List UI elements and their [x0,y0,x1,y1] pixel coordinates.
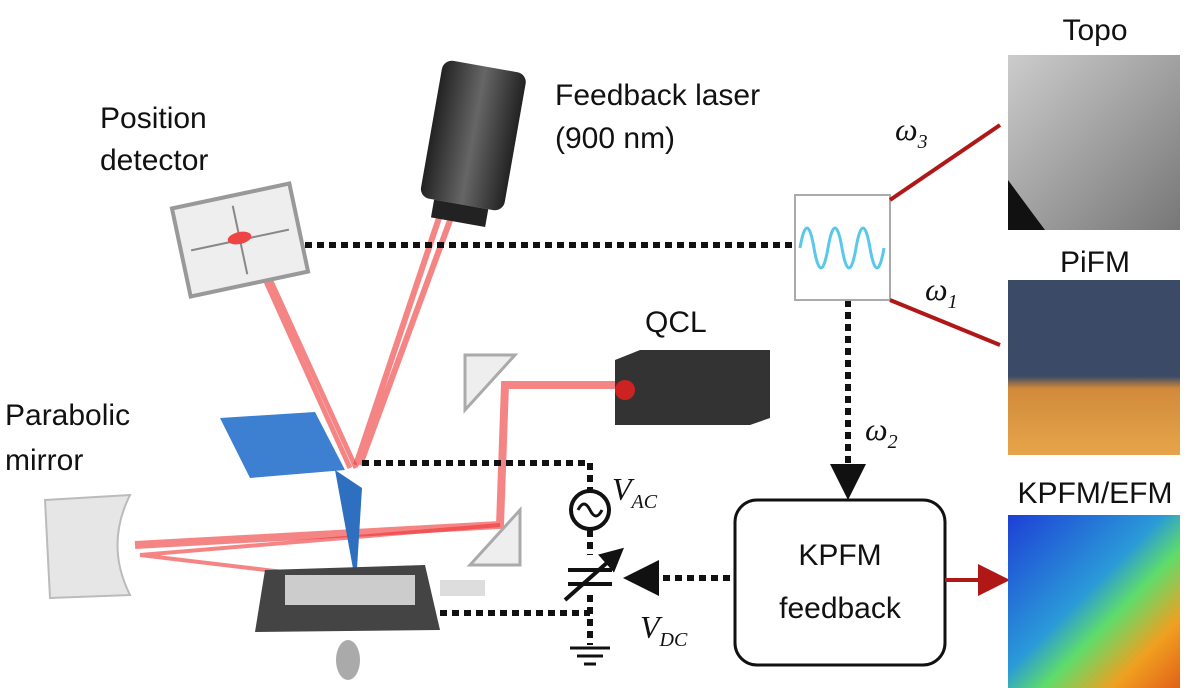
label: Parabolic [5,399,130,432]
label: feedback [779,592,902,625]
stage [255,565,485,680]
topo-image [1008,55,1180,230]
prism [466,506,522,567]
label: PiFM [1060,246,1130,279]
label: Topo [1062,14,1127,47]
label: mirror [5,444,83,477]
label: detector [100,144,208,177]
feedback-laser [420,60,526,227]
wiring [305,123,1002,667]
label: QCL [645,306,707,339]
symbol: ω2 [865,411,898,453]
kpfm-image [1008,515,1180,688]
labels: Topo PiFM KPFM/EFM Feedback laser (900 n… [5,14,1173,651]
parabolic-mirror [43,493,132,600]
label: KPFM/EFM [1018,477,1173,510]
prism [463,353,519,414]
symbol: ω1 [925,271,958,313]
optics [43,60,770,680]
symbol: ω3 [895,111,928,153]
symbol: VDC [640,609,688,651]
label: Feedback laser [555,79,760,112]
tip [335,470,362,585]
label: KPFM [798,539,881,572]
cantilever [220,412,345,478]
kpfm-feedback-box [733,498,947,667]
label: Position [100,102,207,135]
label: (900 nm) [555,122,675,155]
qcl [615,350,770,425]
pifm-image [1008,280,1180,455]
position-detector [169,181,311,299]
images [1008,55,1180,688]
symbol: VAC [612,471,658,513]
